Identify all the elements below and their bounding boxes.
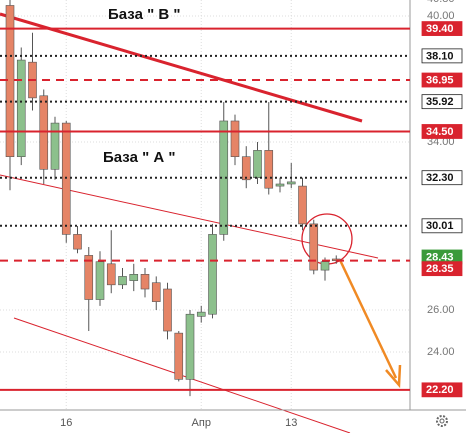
level-label-box (421, 382, 463, 398)
level-label-box (421, 72, 463, 88)
level-label: 34.50 (426, 126, 454, 138)
settings-icon[interactable] (436, 415, 448, 427)
level-label: 28.35 (426, 263, 454, 275)
y-tick-label: 24.00 (427, 346, 455, 358)
x-tick-label: Апр (192, 417, 211, 429)
level-label-box (421, 48, 463, 64)
y-tick-label: 26.00 (427, 304, 455, 316)
level-label: 35.92 (426, 96, 454, 108)
level-label: 30.01 (426, 220, 454, 232)
trend-line (0, 12, 363, 123)
x-tick-label: 16 (60, 417, 72, 429)
candle-body (95, 261, 105, 300)
x-tick-label: 13 (285, 417, 297, 429)
level-label: 22.20 (426, 384, 454, 396)
candle-body (174, 332, 184, 380)
candle-body (84, 255, 94, 300)
candle-body (230, 120, 240, 157)
candle-body (50, 122, 60, 170)
level-label-box (421, 124, 463, 139)
candle-body (241, 156, 251, 181)
annotation: База " В " (108, 6, 180, 23)
candle-body (73, 234, 82, 250)
candle-body (129, 274, 139, 281)
annotation: База " А " (103, 149, 175, 166)
y-tick-label: 40.80 (427, 0, 455, 5)
candle-body (61, 122, 71, 235)
candle-body (320, 261, 330, 271)
level-label: 36.95 (426, 74, 454, 86)
level-label: 32.30 (426, 172, 454, 184)
level-label: 39.40 (426, 23, 454, 35)
candle-body (151, 282, 161, 302)
level-label-box (421, 218, 463, 234)
candle-body (39, 95, 49, 170)
candle-body (118, 276, 127, 286)
candle-body (140, 274, 150, 290)
candle-body (219, 120, 229, 235)
arrow-head (385, 364, 402, 389)
y-tick-label: 34.00 (427, 136, 455, 148)
level-label: 38.10 (426, 50, 454, 62)
y-tick-label: 40.00 (427, 10, 455, 22)
candle-body (185, 313, 195, 380)
candle-body (16, 59, 26, 157)
candle-body (106, 263, 116, 286)
candle-body (298, 185, 307, 225)
candle-body (5, 5, 15, 157)
candle-body (196, 311, 206, 317)
candle-body (163, 288, 172, 332)
candle-body (264, 150, 274, 189)
level-label-box (421, 170, 463, 186)
candle-body (286, 181, 296, 185)
candle-body (253, 150, 262, 178)
candle-body (309, 223, 319, 271)
level-label-box (421, 261, 463, 277)
forecast-arrow (338, 259, 398, 379)
candle-body (275, 183, 285, 187)
level-label: 28.43 (426, 251, 454, 263)
level-label-box (421, 94, 463, 110)
candle-body (208, 234, 217, 315)
level-label-box (421, 21, 463, 36)
